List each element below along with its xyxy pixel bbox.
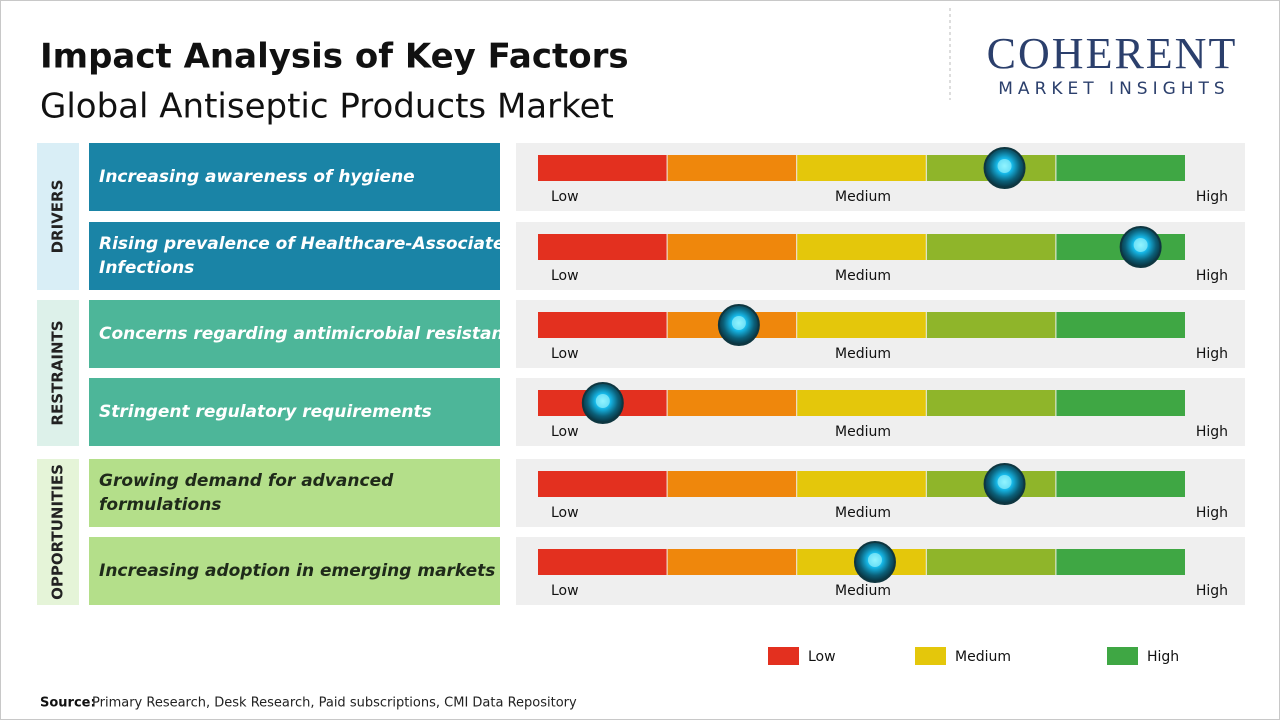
factor-text: Concerns regarding antimicrobial resista…	[99, 324, 525, 344]
scale-label: High	[1196, 583, 1228, 599]
scale-segment	[797, 471, 926, 497]
scale-label: High	[1196, 505, 1228, 521]
scale-segment	[1056, 155, 1185, 181]
factor-text: Infections	[99, 258, 194, 278]
knob-highlight	[997, 159, 1012, 173]
scale-label: Low	[551, 583, 579, 599]
scale-segment	[1056, 549, 1185, 575]
scale-segment	[926, 549, 1056, 575]
knob-highlight	[997, 475, 1012, 489]
knob-highlight	[1133, 238, 1148, 252]
scale-segment	[538, 549, 667, 575]
subtitle: Global Antiseptic Products Market	[40, 87, 614, 127]
group-side	[37, 459, 79, 605]
legend-label: Medium	[955, 649, 1011, 665]
scale-label: Low	[551, 424, 579, 440]
logo-name: COHERENT	[987, 29, 1238, 78]
scale-segment	[667, 549, 797, 575]
scale-segment	[797, 312, 926, 338]
legend-label: High	[1147, 649, 1179, 665]
factor-box	[89, 378, 500, 446]
group-label: RESTRAINTS	[49, 320, 67, 425]
legend-swatch	[768, 647, 799, 665]
factor-text: Increasing adoption in emerging markets	[99, 561, 495, 581]
knob-highlight	[731, 316, 746, 330]
scale-label: Medium	[835, 505, 891, 521]
scale-segment	[1056, 390, 1185, 416]
scale-label: High	[1196, 268, 1228, 284]
scale-label: Medium	[835, 268, 891, 284]
knob-highlight	[867, 553, 882, 567]
scale-label: High	[1196, 424, 1228, 440]
source-label: Source:	[40, 696, 96, 711]
logo-tagline: MARKET INSIGHTS	[998, 79, 1229, 99]
factor-box	[89, 537, 500, 605]
factor-text: Growing demand for advanced	[99, 471, 394, 491]
knob-highlight	[595, 394, 610, 408]
scale-label: Medium	[835, 424, 891, 440]
scale-label: Low	[551, 505, 579, 521]
scale-label: Low	[551, 268, 579, 284]
legend-swatch	[1107, 647, 1138, 665]
scale-segment	[538, 471, 667, 497]
scale-segment	[538, 234, 667, 260]
group-label: OPPORTUNITIES	[49, 464, 67, 600]
scale-segment	[926, 390, 1056, 416]
scale-label: High	[1196, 189, 1228, 205]
scale-label: Medium	[835, 346, 891, 362]
group-side	[37, 143, 79, 290]
factor-box	[89, 143, 500, 211]
source-text: Primary Research, Desk Research, Paid su…	[92, 696, 577, 711]
group-label: DRIVERS	[49, 180, 67, 254]
factor-box	[89, 300, 500, 368]
scale-label: Low	[551, 189, 579, 205]
scale-label: Medium	[835, 583, 891, 599]
scale-segment	[926, 234, 1056, 260]
title: Impact Analysis of Key Factors	[40, 37, 629, 77]
scale-segment	[667, 234, 797, 260]
scale-label: Medium	[835, 189, 891, 205]
scale-segment	[926, 312, 1056, 338]
factor-text: Stringent regulatory requirements	[99, 402, 432, 422]
scale-segment	[1056, 471, 1185, 497]
factor-box	[89, 459, 500, 527]
scale-label: High	[1196, 346, 1228, 362]
scale-segment	[1056, 312, 1185, 338]
factor-text: Rising prevalence of Healthcare-Associat…	[99, 234, 518, 254]
scale-segment	[538, 155, 667, 181]
legend-label: Low	[808, 649, 836, 665]
legend-swatch	[915, 647, 946, 665]
group-side	[37, 300, 79, 446]
scale-segment	[667, 390, 797, 416]
scale-segment	[797, 155, 926, 181]
scale-segment	[797, 234, 926, 260]
scale-segment	[667, 155, 797, 181]
scale-segment	[538, 312, 667, 338]
scale-segment	[667, 471, 797, 497]
factor-text: Increasing awareness of hygiene	[99, 167, 415, 187]
scale-label: Low	[551, 346, 579, 362]
factor-box	[89, 222, 500, 290]
scale-segment	[797, 390, 926, 416]
factor-text: formulations	[99, 495, 221, 515]
